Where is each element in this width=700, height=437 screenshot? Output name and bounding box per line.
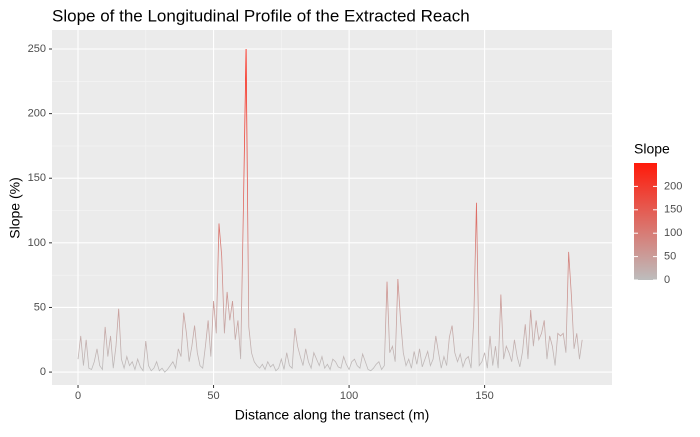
colorbar-label: 200: [664, 180, 682, 192]
y-tick-label: 50: [34, 301, 46, 313]
y-axis-title: Slope (%): [7, 177, 23, 238]
x-tick-label: 100: [340, 390, 358, 402]
x-tick-label: 150: [475, 390, 493, 402]
x-tick-label: 50: [207, 390, 219, 402]
x-tick-label: 0: [75, 390, 81, 402]
colorbar: [634, 163, 657, 280]
panel: [52, 30, 612, 385]
colorbar-label: 150: [664, 204, 682, 216]
colorbar-label: 100: [664, 227, 682, 239]
colorbar-label: 50: [664, 251, 676, 263]
legend-title: Slope: [634, 141, 670, 157]
y-tick-label: 100: [28, 237, 46, 249]
y-tick-label: 250: [28, 43, 46, 55]
chart-title: Slope of the Longitudinal Profile of the…: [52, 6, 470, 25]
y-tick-label: 200: [28, 108, 46, 120]
data-line: [77, 48, 583, 373]
x-axis-title: Distance along the transect (m): [235, 407, 430, 423]
colorbar-label: 0: [664, 274, 670, 286]
y-tick-label: 150: [28, 172, 46, 184]
y-tick-label: 0: [40, 366, 46, 378]
